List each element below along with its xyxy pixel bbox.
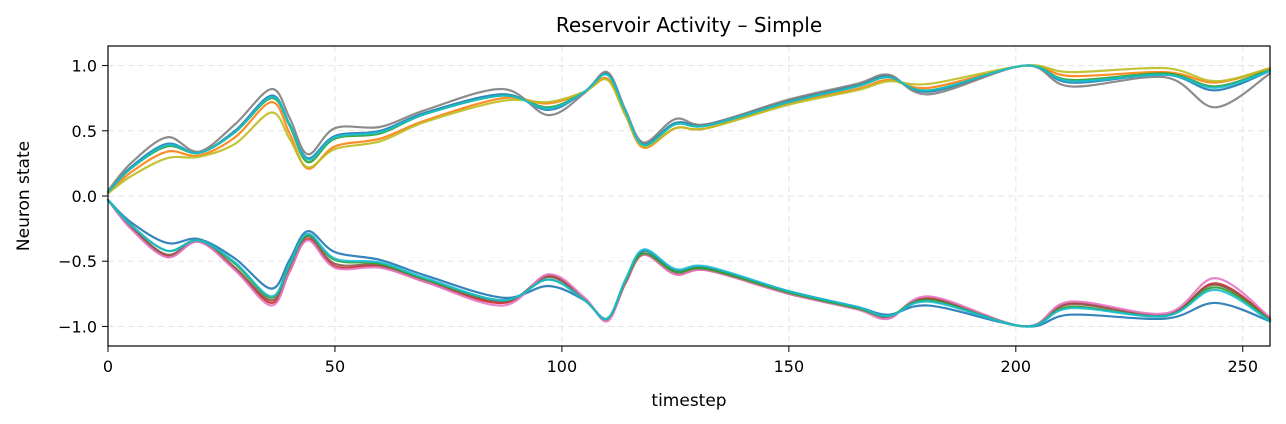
x-axis-label: timestep [651,391,726,411]
y-tick-label: 0.0 [72,187,97,206]
series-group [106,64,1272,328]
y-tick-label: 0.5 [72,122,97,141]
series-line-11 [106,198,1272,328]
x-tick-label: 250 [1227,357,1258,376]
series-line-5 [106,64,1272,195]
x-tick-label: 0 [103,357,113,376]
y-tick-label: 1.0 [72,57,97,76]
x-tick-label: 200 [1001,357,1032,376]
series-line-9 [106,198,1272,328]
axis-ticks: 0 50 100 150 200 250 −1.0 −0.5 0.0 0.5 1.0 [58,57,1258,376]
y-axis-label: Neuron state [14,141,34,251]
series-line-12 [106,198,1272,328]
series-line-8 [106,198,1272,328]
chart-title: Reservoir Activity – Simple [556,13,822,37]
y-tick-label: −0.5 [58,252,97,271]
series-line-6 [106,64,1272,194]
x-tick-label: 150 [774,357,805,376]
x-tick-label: 50 [325,357,345,376]
x-tick-label: 100 [547,357,578,376]
series-line-10 [106,198,1272,328]
y-tick-label: −1.0 [58,317,97,336]
grid-lines [107,46,1270,346]
